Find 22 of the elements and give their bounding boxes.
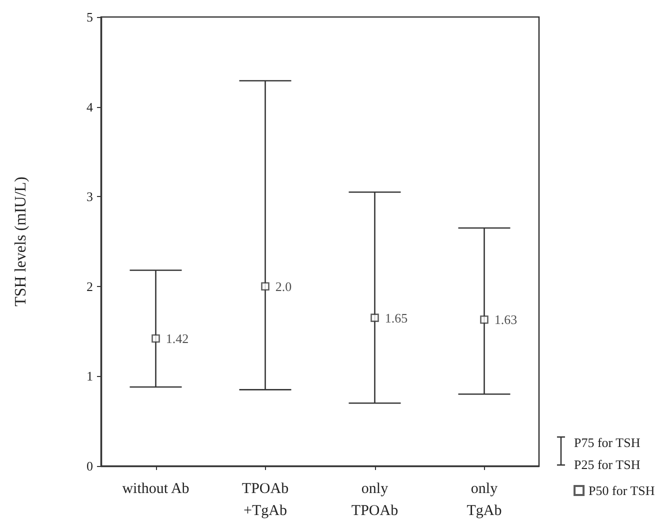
- point: [480, 315, 488, 324]
- y-tick-label: 0: [86, 458, 93, 474]
- y-tick-label: 2: [86, 278, 93, 294]
- y-axis-title: TSH levels (mIU/L): [12, 176, 30, 306]
- data-label: 1.42: [166, 330, 189, 346]
- y-tick-label: 1: [86, 368, 93, 384]
- y-tick-label: 5: [86, 10, 93, 24]
- legend-label: P50 for TSH: [588, 483, 655, 498]
- x-tick-label: only TgAb: [466, 481, 502, 519]
- point: [370, 314, 379, 322]
- point: [261, 282, 270, 291]
- text: P75 for TSH: [574, 434, 640, 452]
- y-tick-label: 4: [86, 99, 94, 114]
- x-tick-label: TPOAb +TgAb: [242, 481, 289, 519]
- data-label: 2.0: [275, 278, 292, 294]
- data-label: 1.65: [384, 310, 408, 326]
- data-label: 1.63: [494, 312, 518, 328]
- point: [152, 334, 160, 343]
- x-tick-label: without Ab: [122, 481, 190, 497]
- text: P25 for TSH: [574, 456, 640, 474]
- x-tick-label: only TPOAb: [351, 481, 398, 519]
- y-tick-label: 3: [86, 189, 93, 204]
